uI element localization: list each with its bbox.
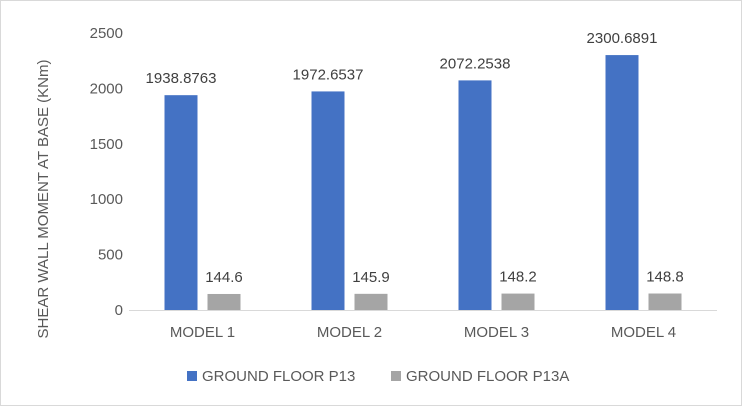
y-tick-label: 500	[98, 247, 123, 264]
y-axis-label: SHEAR WALL MOMENT AT BASE (KNm)	[35, 60, 52, 339]
bar-p13	[164, 95, 198, 310]
bar-p13a	[354, 293, 388, 310]
bar-p13	[311, 91, 345, 311]
legend-swatch	[391, 371, 401, 381]
data-labels: 1938.8763 144.6 1972.6537 145.9 2072.2538 148…	[146, 30, 684, 286]
data-label: 1972.6537	[293, 66, 364, 83]
bars	[164, 55, 682, 311]
bar-p13	[605, 55, 639, 310]
y-axis: 0 500 1000 1500 2000 2500	[90, 25, 717, 319]
x-tick-label: MODEL 4	[611, 324, 676, 341]
data-label: 148.2	[499, 269, 537, 286]
legend-label: GROUND FLOOR P13A	[406, 368, 569, 385]
bar-p13a	[648, 293, 682, 310]
y-tick-label: 1000	[90, 191, 123, 208]
data-label: 144.6	[205, 269, 243, 286]
x-axis: MODEL 1 MODEL 2 MODEL 3 MODEL 4	[170, 324, 676, 341]
y-tick-label: 0	[115, 302, 123, 319]
legend: GROUND FLOOR P13 GROUND FLOOR P13A	[187, 368, 569, 385]
x-tick-label: MODEL 1	[170, 324, 235, 341]
x-tick-label: MODEL 3	[464, 324, 529, 341]
data-label: 2072.2538	[440, 55, 511, 72]
data-label: 145.9	[352, 269, 390, 286]
bar-p13	[458, 80, 492, 310]
bar-p13a	[501, 293, 535, 310]
legend-swatch	[187, 371, 197, 381]
y-tick-label: 1500	[90, 136, 123, 153]
data-label: 148.8	[646, 269, 684, 286]
y-tick-label: 2500	[90, 25, 123, 42]
data-label: 2300.6891	[587, 30, 658, 47]
x-tick-label: MODEL 2	[317, 324, 382, 341]
y-tick-label: 2000	[90, 80, 123, 97]
bar-p13a	[207, 293, 241, 310]
data-label: 1938.8763	[146, 70, 217, 87]
legend-label: GROUND FLOOR P13	[202, 368, 355, 385]
